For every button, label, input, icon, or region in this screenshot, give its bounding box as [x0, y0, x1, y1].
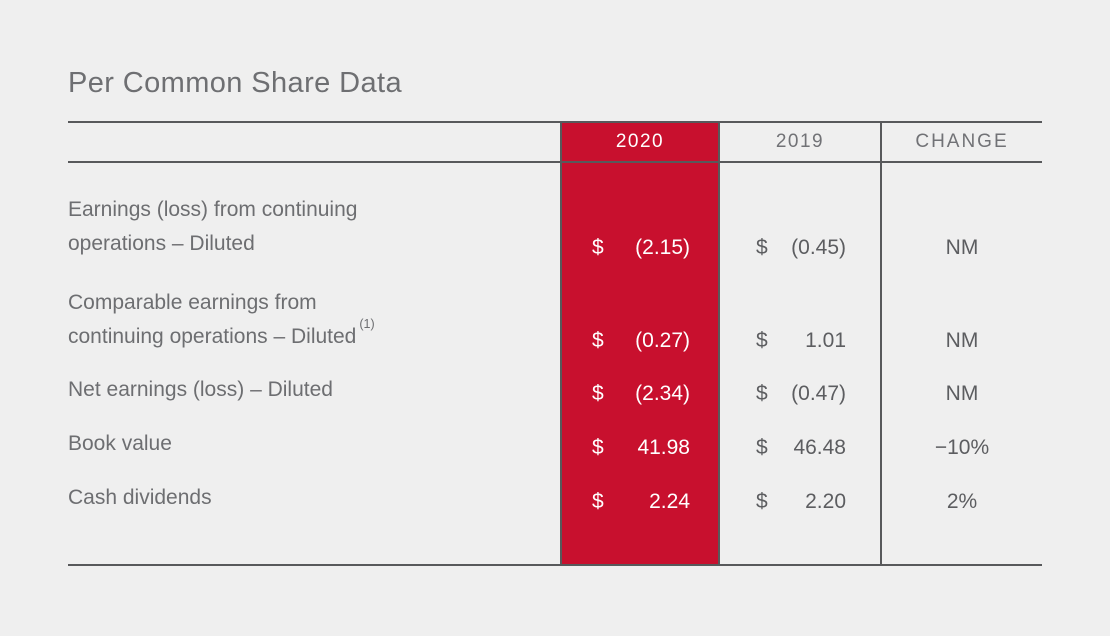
amount: (0.27) — [635, 329, 690, 352]
table-body: Earnings (loss) from continuing operatio… — [68, 163, 1042, 566]
row-label-comparable-earnings: Comparable earnings from continuing oper… — [68, 271, 560, 364]
amount: 1.01 — [805, 329, 846, 352]
value-2019: $ (0.45) — [720, 163, 880, 271]
value-change: 2% — [880, 471, 1042, 525]
change-text: NM — [945, 236, 979, 259]
currency-symbol: $ — [756, 236, 768, 259]
row-label-text: Earnings (loss) from continuing operatio… — [68, 198, 358, 255]
value-change: −10% — [880, 417, 1042, 471]
value-change: NM — [880, 163, 1042, 271]
spacer-red-band — [560, 525, 720, 564]
header-2020: 2020 — [560, 123, 720, 161]
row-label-text: Book value — [68, 432, 172, 455]
row-label-earnings-continuing: Earnings (loss) from continuing operatio… — [68, 163, 560, 271]
value-2020: $ (2.15) — [560, 163, 720, 271]
currency-symbol: $ — [592, 490, 604, 513]
row-label-text: Comparable earnings from continuing oper… — [68, 291, 357, 348]
table-title: Per Common Share Data — [68, 67, 402, 99]
value-change: NM — [880, 364, 1042, 417]
currency-symbol: $ — [756, 490, 768, 513]
value-2019: $ (0.47) — [720, 364, 880, 417]
amount: 41.98 — [637, 436, 690, 459]
value-2020: $ 41.98 — [560, 417, 720, 471]
currency-symbol: $ — [592, 329, 604, 352]
value-2020: $ (0.27) — [560, 271, 720, 364]
amount: (0.47) — [791, 382, 846, 405]
value-2020: $ (2.34) — [560, 364, 720, 417]
row-label-text: Cash dividends — [68, 486, 212, 509]
currency-symbol: $ — [592, 436, 604, 459]
currency-symbol: $ — [756, 382, 768, 405]
value-2019: $ 1.01 — [720, 271, 880, 364]
change-text: 2% — [946, 490, 978, 513]
currency-symbol: $ — [756, 436, 768, 459]
amount: (2.15) — [635, 236, 690, 259]
spacer-cell — [68, 525, 560, 564]
footnote-marker: (1) — [359, 317, 375, 331]
row-label-cash-dividends: Cash dividends — [68, 471, 560, 525]
amount: (2.34) — [635, 382, 690, 405]
value-2019: $ 46.48 — [720, 417, 880, 471]
amount: 2.20 — [805, 490, 846, 513]
value-change: NM — [880, 271, 1042, 364]
header-2019: 2019 — [775, 131, 825, 152]
row-label-text: Net earnings (loss) – Diluted — [68, 378, 333, 401]
per-common-share-table: 2020 2019 CHANGE Earnings (loss) from co… — [68, 121, 1042, 566]
value-2020: $ 2.24 — [560, 471, 720, 525]
currency-symbol: $ — [592, 236, 604, 259]
row-label-book-value: Book value — [68, 417, 560, 471]
change-text: −10% — [934, 436, 990, 459]
row-label-net-earnings: Net earnings (loss) – Diluted — [68, 364, 560, 417]
table-header-row: 2020 2019 CHANGE — [68, 121, 1042, 163]
amount: (0.45) — [791, 236, 846, 259]
header-label-spacer — [68, 123, 560, 161]
change-text: NM — [945, 382, 979, 405]
value-2019: $ 2.20 — [720, 471, 880, 525]
spacer-cell — [880, 525, 1042, 564]
amount: 46.48 — [793, 436, 846, 459]
spacer-cell — [720, 525, 880, 564]
header-change: CHANGE — [880, 123, 1042, 161]
currency-symbol: $ — [592, 382, 604, 405]
currency-symbol: $ — [756, 329, 768, 352]
amount: 2.24 — [649, 490, 690, 513]
change-text: NM — [945, 329, 979, 352]
